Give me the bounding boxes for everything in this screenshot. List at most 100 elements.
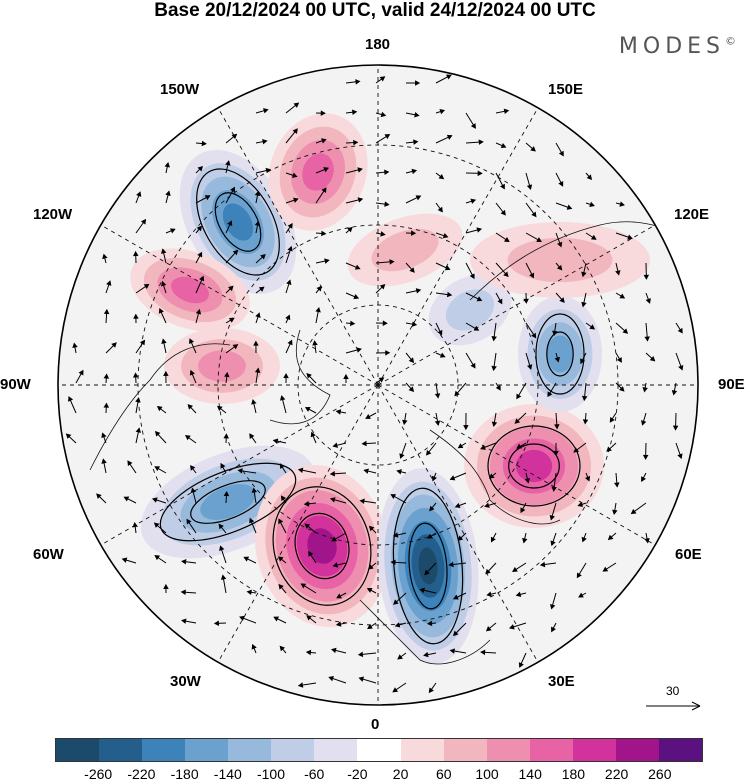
wind-vector [304, 523, 317, 534]
wind-vector [465, 170, 483, 177]
wind-vector [457, 532, 467, 541]
wind-vector [484, 502, 497, 508]
wind-vector [525, 352, 533, 370]
wind-vector [375, 284, 386, 294]
wind-vector [514, 412, 527, 424]
wind-vector [255, 108, 269, 114]
wind-vector [163, 583, 169, 594]
colorbar [55, 738, 703, 762]
wind-vector [180, 589, 197, 596]
wind-vector [486, 591, 497, 597]
wind-vector [495, 292, 503, 305]
wind-vector [465, 352, 476, 369]
wind-vector [102, 253, 108, 264]
wind-vector [602, 562, 617, 572]
wind-vector [332, 562, 347, 568]
wind-vector [495, 382, 501, 391]
wind-vector [297, 682, 317, 688]
colorbar-tick-label: -260 [84, 766, 113, 782]
wind-vector [345, 262, 361, 270]
wind-vector [553, 442, 559, 456]
colorbar-swatch [142, 739, 186, 761]
wind-vector [585, 201, 595, 207]
wind-vector [435, 262, 451, 271]
wind-vector [273, 616, 287, 624]
wind-vector [285, 339, 293, 354]
lon-label-150w: 150W [160, 81, 200, 98]
anomaly-center [518, 296, 602, 412]
wind-vector [405, 168, 418, 175]
wind-vector [581, 292, 587, 308]
wind-vector [272, 438, 287, 444]
colorbar-tick-label: 220 [604, 766, 629, 782]
wind-vector [615, 292, 626, 299]
wind-vector [512, 562, 527, 572]
wind-vector [525, 262, 535, 279]
colorbar-tick-label: -60 [304, 766, 325, 782]
wind-vector [367, 622, 377, 630]
wind-vector [345, 167, 363, 174]
wind-vector [585, 322, 596, 330]
wind-vector [495, 262, 509, 278]
wind-vector [581, 382, 588, 402]
contour-line [196, 168, 280, 276]
contour-line [546, 331, 574, 377]
wind-vector [285, 223, 293, 234]
wind-vector [397, 652, 407, 660]
wind-vector [405, 321, 418, 327]
wind-vector [390, 494, 407, 504]
wind-vector [485, 562, 497, 575]
wind-vector [495, 172, 505, 190]
wind-vector [103, 373, 110, 384]
colorbar-swatch [56, 739, 100, 761]
wind-vector [161, 248, 167, 264]
wind-vector [65, 433, 77, 444]
lon-label-90e: 90E [718, 376, 745, 393]
wind-vector [614, 472, 620, 488]
wind-vector [96, 493, 107, 504]
wind-vector [375, 201, 390, 207]
wind-vector [645, 292, 651, 304]
wind-vector [448, 561, 467, 568]
wind-vector [225, 220, 233, 234]
reference-vector-value: 30 [666, 684, 680, 698]
wind-vector [555, 262, 563, 271]
wind-vector [154, 466, 167, 474]
anomaly-center [470, 222, 650, 298]
wind-vector [675, 442, 683, 460]
wind-vector [132, 521, 138, 534]
wind-vector [375, 259, 395, 265]
wind-vector [297, 467, 317, 474]
wind-vector [328, 676, 347, 684]
wind-vector [190, 465, 197, 474]
wind-vector [315, 230, 327, 237]
wind-vector [644, 322, 650, 342]
contour-line [294, 512, 350, 580]
wind-vector [516, 442, 527, 449]
wind-vector [399, 442, 407, 459]
wind-vector [449, 648, 467, 654]
wind-vector [480, 649, 497, 656]
contour-line [487, 425, 581, 507]
wind-vector [72, 342, 78, 354]
wind-vector [615, 322, 629, 334]
brand-logo: MODES© [618, 34, 736, 59]
wind-vector [585, 232, 597, 240]
wind-vector [552, 322, 558, 337]
wind-vector [219, 545, 227, 564]
anomaly-center [179, 149, 297, 295]
wind-vector [186, 518, 197, 534]
wind-vector [135, 191, 142, 204]
wind-vector [181, 559, 197, 565]
wind-vector [465, 292, 483, 302]
wind-vector [525, 322, 537, 339]
wind-vectors [65, 74, 684, 694]
wind-vector [336, 592, 347, 599]
wind-vector [522, 532, 528, 544]
wind-vector [368, 525, 377, 534]
wind-vector [427, 532, 437, 539]
wind-vector [358, 676, 377, 684]
wind-vector [279, 645, 287, 654]
anomaly-band [307, 528, 337, 564]
wind-vector [345, 79, 361, 85]
